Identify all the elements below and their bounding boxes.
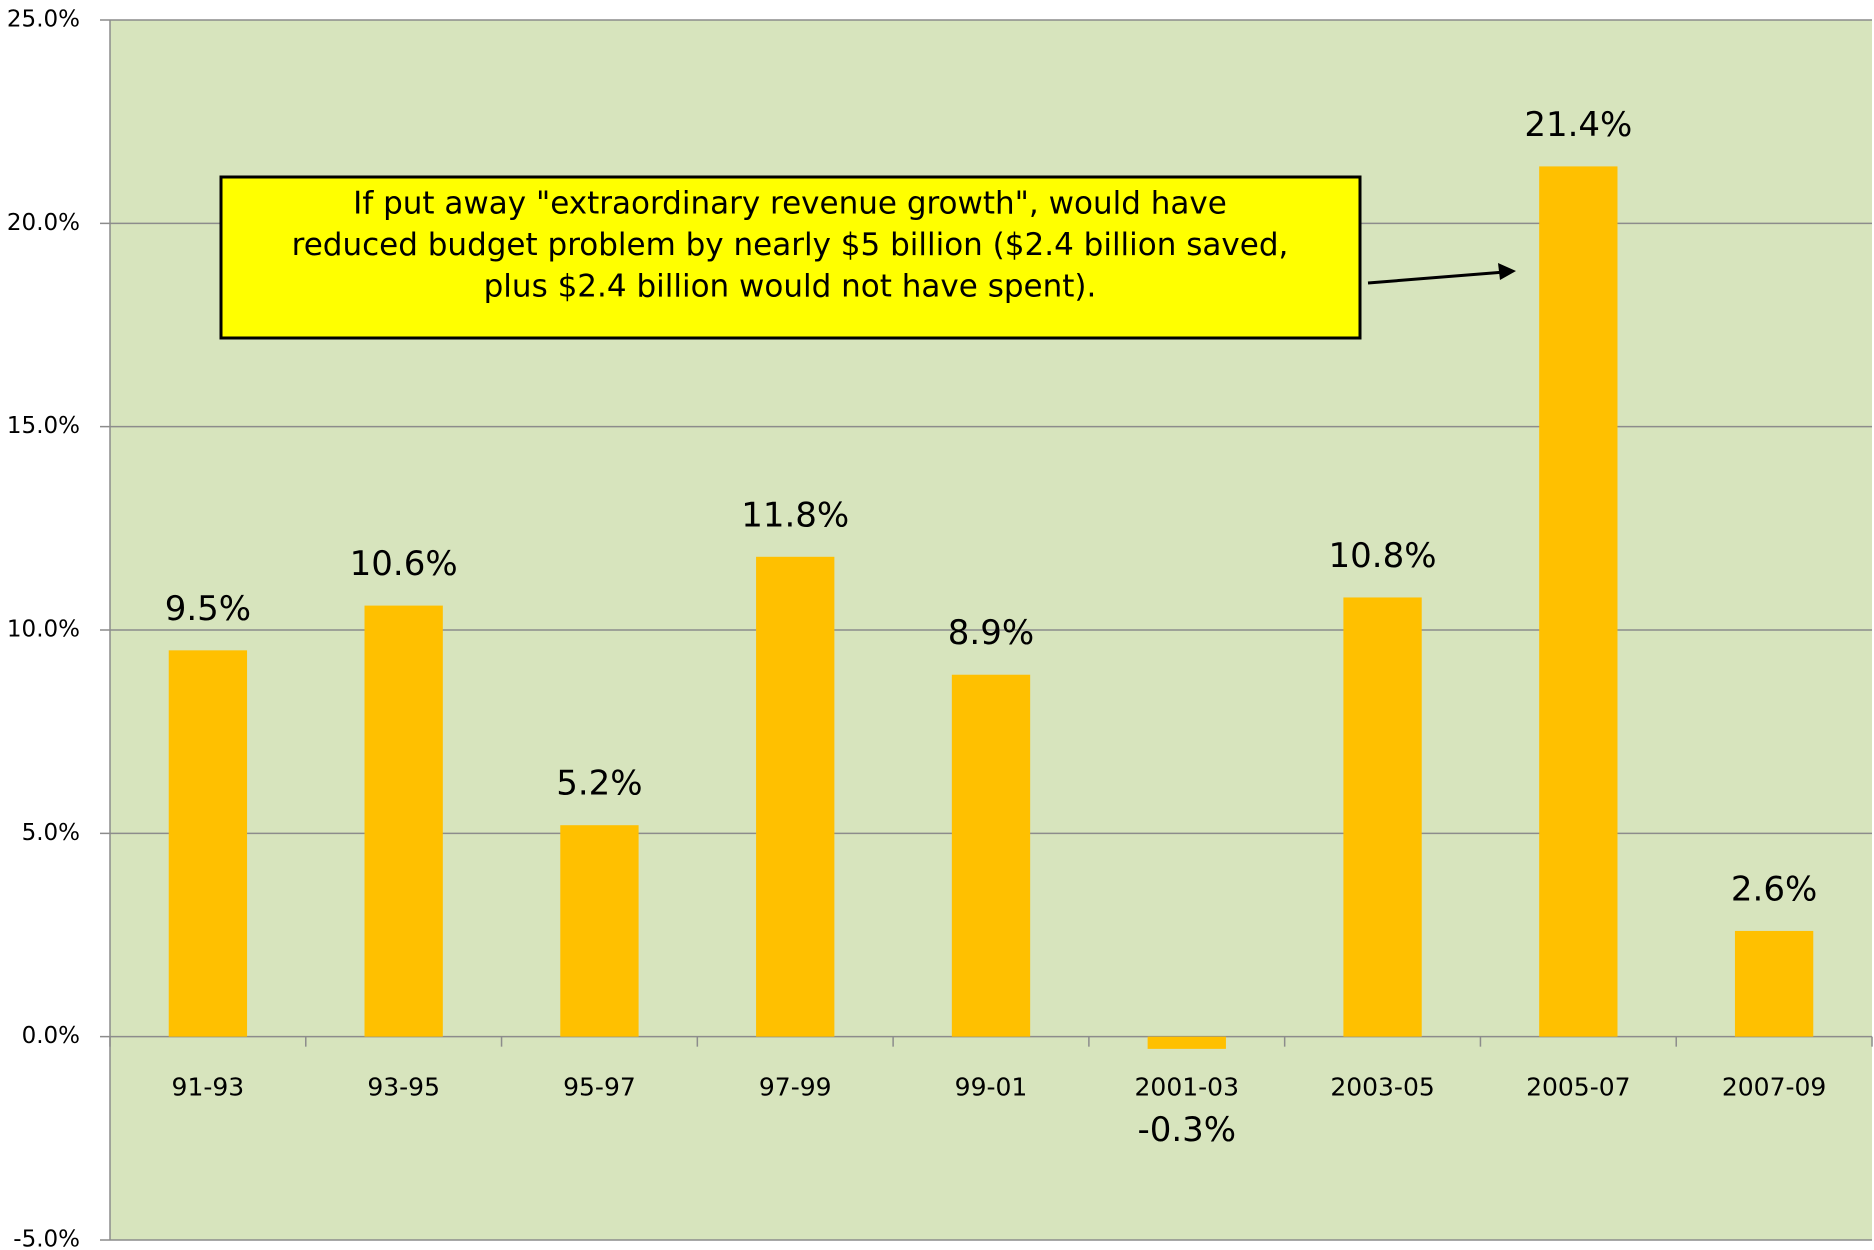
x-tick-label: 99-01 bbox=[955, 1073, 1028, 1102]
value-label: 9.5% bbox=[165, 589, 251, 629]
bar bbox=[756, 556, 835, 1037]
bar bbox=[1147, 1036, 1226, 1049]
annotation-arrow bbox=[1367, 270, 1506, 285]
value-label: 10.8% bbox=[1329, 536, 1437, 576]
bar bbox=[951, 674, 1031, 1037]
x-tick-label: 97-99 bbox=[759, 1073, 832, 1102]
bar bbox=[1539, 166, 1618, 1037]
value-label: 11.8% bbox=[741, 495, 849, 535]
annotation-box bbox=[219, 175, 1362, 340]
y-tick-label: 25.0% bbox=[7, 7, 80, 33]
y-tick-label: -5.0% bbox=[13, 1227, 80, 1250]
x-tick-label: 95-97 bbox=[563, 1073, 636, 1102]
value-label: -0.3% bbox=[1137, 1110, 1236, 1150]
x-tick-label: 2005-07 bbox=[1526, 1073, 1630, 1102]
value-label: 21.4% bbox=[1524, 105, 1632, 145]
x-tick-label: 2003-05 bbox=[1330, 1073, 1434, 1102]
arrow-head bbox=[1498, 263, 1516, 280]
annotation-text: plus $2.4 billion would not have spent). bbox=[484, 269, 1097, 305]
x-tick-label: 91-93 bbox=[172, 1073, 245, 1102]
bar bbox=[168, 650, 248, 1037]
value-label: 2.6% bbox=[1731, 869, 1817, 909]
bar bbox=[560, 825, 639, 1037]
bar bbox=[1343, 597, 1422, 1037]
y-tick-label: 20.0% bbox=[7, 210, 80, 236]
x-tick-label: 2007-09 bbox=[1722, 1073, 1826, 1102]
value-label: 5.2% bbox=[556, 764, 642, 804]
annotation-text: reduced budget problem by nearly $5 bill… bbox=[292, 227, 1289, 263]
y-tick-label: 5.0% bbox=[22, 820, 80, 846]
value-label: 10.6% bbox=[350, 544, 458, 584]
y-tick-label: 0.0% bbox=[22, 1023, 80, 1049]
bar bbox=[364, 605, 443, 1037]
bar bbox=[1734, 930, 1814, 1037]
x-tick-label: 93-95 bbox=[367, 1073, 440, 1102]
annotation-text: If put away "extraordinary revenue growt… bbox=[353, 186, 1227, 222]
x-tick-label: 2001-03 bbox=[1135, 1073, 1239, 1102]
value-label: 8.9% bbox=[948, 613, 1034, 653]
y-tick-label: 15.0% bbox=[7, 413, 80, 439]
y-tick-label: 10.0% bbox=[7, 617, 80, 643]
